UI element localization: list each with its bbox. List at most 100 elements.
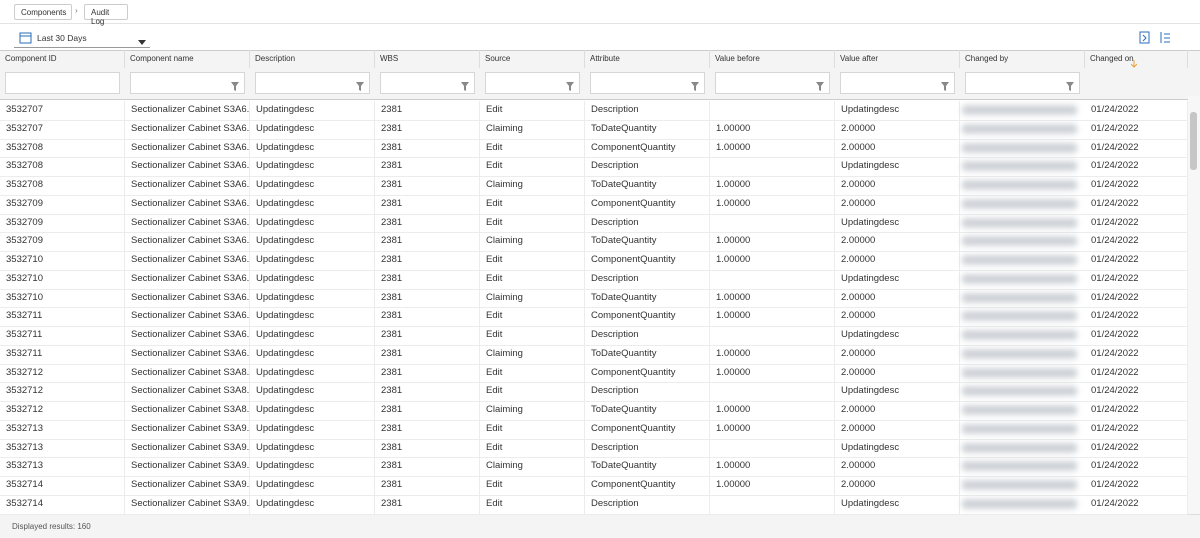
table-cell: Edit [480, 194, 585, 214]
row-divider [0, 251, 1188, 252]
table-cell: 2381 [375, 326, 480, 345]
table-cell: Sectionalizer Cabinet S3A6... [125, 344, 250, 364]
filter-icon[interactable] [231, 78, 239, 96]
table-cell: 3532709 [0, 194, 125, 214]
table-cell: ToDateQuantity [585, 119, 710, 139]
column-settings-icon[interactable] [1158, 31, 1171, 44]
table-cell: 3532709 [0, 232, 125, 251]
column-header[interactable]: WBS [375, 50, 480, 68]
redacted-user [962, 311, 1077, 322]
filter-icon[interactable] [941, 78, 949, 96]
table-cell: Description [585, 157, 710, 176]
row-divider [0, 344, 1188, 346]
filter-input[interactable] [5, 72, 120, 94]
column-header[interactable]: Component ID [0, 50, 125, 68]
table-cell: Sectionalizer Cabinet S3A6... [125, 194, 250, 214]
table-cell: Updatingdesc [835, 326, 960, 345]
table-cell: 2.00000 [835, 344, 960, 364]
row-divider [0, 494, 1188, 496]
table-cell: 01/24/2022 [1085, 326, 1188, 345]
table-cell: Description [585, 101, 710, 120]
table-cell [710, 101, 835, 120]
table-cell: 2.00000 [835, 138, 960, 158]
sort-icon[interactable] [1130, 55, 1138, 73]
row-divider [0, 213, 1188, 215]
filter-input[interactable] [840, 72, 955, 94]
breadcrumb-link[interactable]: Components [14, 4, 72, 20]
row-divider [0, 382, 1188, 384]
table-cell: Edit [480, 101, 585, 120]
column-header[interactable]: Component name [125, 50, 250, 68]
table-cell: Claiming [480, 176, 585, 195]
table-cell: 1.00000 [710, 176, 835, 195]
table-cell: 2.00000 [835, 288, 960, 308]
table-cell: Updatingdesc [250, 213, 375, 233]
filter-icon[interactable] [461, 78, 469, 96]
table-cell: 1.00000 [710, 419, 835, 439]
table-cell: Updatingdesc [250, 269, 375, 289]
export-icon[interactable] [1139, 31, 1151, 44]
dropdown-arrow[interactable] [138, 40, 146, 46]
filter-icon[interactable] [816, 78, 824, 96]
table-cell: ToDateQuantity [585, 401, 710, 420]
column-header[interactable]: Value after [835, 50, 960, 68]
row-divider [0, 476, 1188, 477]
column-header[interactable]: Description [250, 50, 375, 68]
filter-input[interactable] [715, 72, 830, 94]
filter-icon[interactable] [1066, 78, 1074, 96]
table-cell: 01/24/2022 [1085, 176, 1188, 195]
table-cell: Updatingdesc [250, 476, 375, 495]
column-header[interactable]: Value before [710, 50, 835, 68]
breadcrumb-current[interactable]: Audit Log [84, 4, 128, 26]
filter-icon[interactable] [566, 78, 574, 96]
column-header[interactable]: Source [480, 50, 585, 68]
table-cell: Sectionalizer Cabinet S3A9... [125, 419, 250, 439]
date-filter[interactable] [14, 28, 150, 48]
table-cell: 2.00000 [835, 176, 960, 195]
table-cell: Sectionalizer Cabinet S3A6... [125, 176, 250, 195]
filter-input[interactable] [130, 72, 245, 94]
row-divider [0, 119, 1188, 121]
table-cell: 3532712 [0, 363, 125, 383]
footer-bar [0, 514, 1200, 538]
filter-input[interactable] [255, 72, 370, 94]
filter-input[interactable] [965, 72, 1080, 94]
table-cell: 01/24/2022 [1085, 419, 1188, 439]
redacted-user [962, 442, 1077, 453]
filter-icon[interactable] [691, 78, 699, 96]
table-cell: 2381 [375, 476, 480, 495]
table-cell: 3532711 [0, 326, 125, 345]
table-cell: ComponentQuantity [585, 307, 710, 326]
filter-input[interactable] [485, 72, 580, 94]
redacted-user [962, 423, 1077, 434]
table-cell: ComponentQuantity [585, 419, 710, 439]
table-cell: Updatingdesc [250, 307, 375, 326]
filter-icon[interactable] [356, 78, 364, 96]
table-cell: Sectionalizer Cabinet S3A8... [125, 382, 250, 401]
table-cell [710, 157, 835, 176]
table-cell: 2381 [375, 307, 480, 326]
table-cell: 2381 [375, 157, 480, 176]
filter-input[interactable] [590, 72, 705, 94]
table-cell: 2381 [375, 419, 480, 439]
table-cell [710, 494, 835, 514]
column-header[interactable]: Changed by [960, 50, 1085, 68]
redacted-user [962, 105, 1077, 115]
table-cell [710, 382, 835, 401]
table-cell: Sectionalizer Cabinet S3A6... [125, 232, 250, 251]
column-header[interactable]: Attribute [585, 50, 710, 68]
filter-input[interactable] [380, 72, 475, 94]
table-cell: Updatingdesc [250, 288, 375, 308]
table-cell: 2381 [375, 138, 480, 158]
scrollbar[interactable] [1188, 96, 1200, 514]
table-cell: 2381 [375, 269, 480, 289]
redacted-user [962, 405, 1077, 415]
table-cell: 2381 [375, 382, 480, 401]
table-cell: ComponentQuantity [585, 363, 710, 383]
table-cell: 1.00000 [710, 194, 835, 214]
column-header[interactable]: Changed on [1085, 50, 1188, 68]
table-cell: 01/24/2022 [1085, 194, 1188, 214]
table-cell: ToDateQuantity [585, 232, 710, 251]
table-cell: 1.00000 [710, 232, 835, 251]
table-cell: 2.00000 [835, 251, 960, 270]
